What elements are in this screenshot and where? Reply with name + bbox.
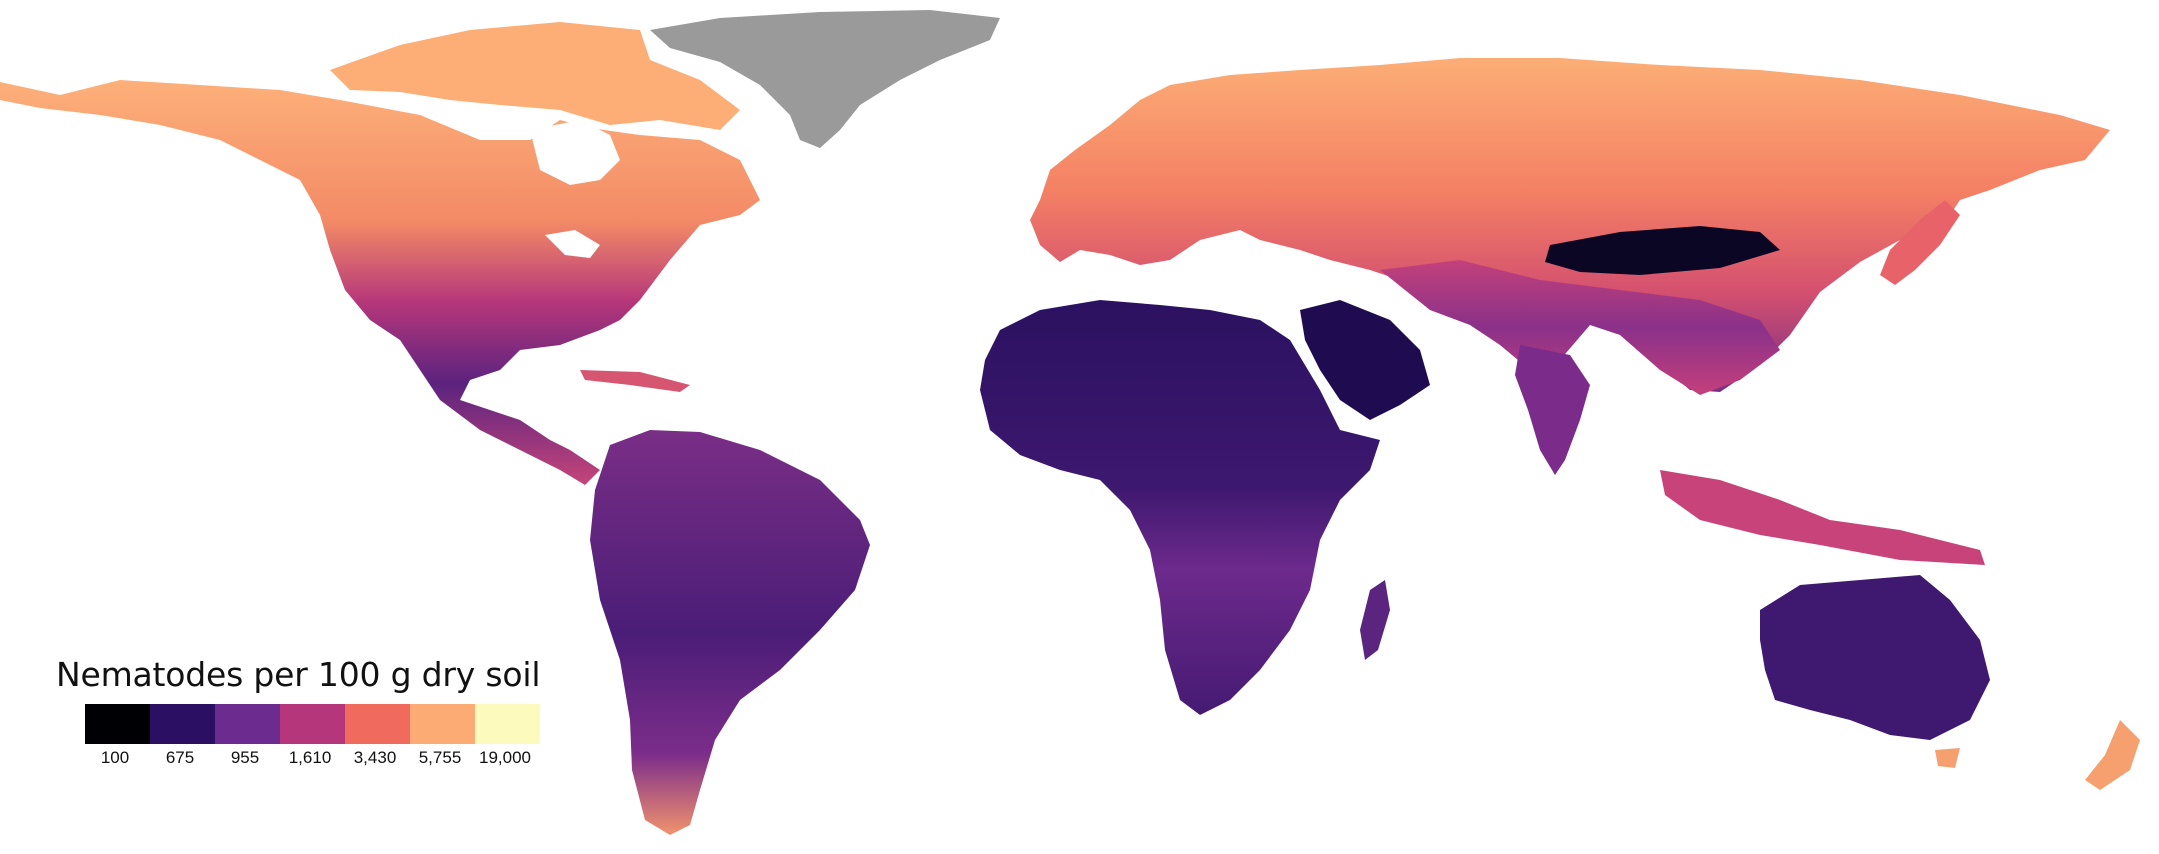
japan — [1880, 200, 1960, 285]
north-america — [0, 80, 760, 485]
legend-swatch — [85, 704, 150, 744]
central-asia-desert — [1545, 226, 1780, 275]
tasmania — [1935, 748, 1960, 768]
great-lakes — [545, 230, 600, 258]
legend-swatch — [280, 704, 345, 744]
arctic-islands — [330, 22, 740, 130]
legend-tick-label: 3,430 — [353, 748, 397, 767]
legend-tick-label: 5,755 — [418, 748, 462, 767]
legend-title: Nematodes per 100 g dry soil — [56, 655, 541, 694]
legend-swatch — [150, 704, 215, 744]
legend-tick-label: 19,000 — [479, 748, 531, 767]
legend: Nematodes per 100 g dry soil 100 675 955… — [55, 655, 575, 776]
southeast-asia-islands — [1660, 470, 1985, 565]
legend-tick-label: 100 — [100, 748, 130, 767]
hudson-bay — [530, 120, 620, 185]
india — [1515, 345, 1590, 475]
south-asia — [1380, 260, 1780, 395]
legend-swatch — [475, 704, 540, 744]
legend-tick-label: 1,610 — [288, 748, 332, 767]
legend-tick-label: 955 — [230, 748, 260, 767]
arabian-peninsula — [1300, 300, 1430, 420]
legend-tick-labels: 100 675 955 1,610 3,430 5,755 19,000 — [85, 748, 575, 776]
legend-swatch — [215, 704, 280, 744]
eurasia — [1030, 58, 2110, 392]
greenland — [650, 10, 1000, 148]
australia — [1760, 575, 1990, 740]
legend-swatch — [345, 704, 410, 744]
madagascar — [1360, 580, 1390, 660]
legend-tick-label: 675 — [165, 748, 195, 767]
caribbean-islands — [580, 370, 690, 392]
africa — [980, 300, 1380, 715]
legend-swatch — [410, 704, 475, 744]
new-zealand — [2085, 720, 2140, 790]
legend-color-scale — [85, 704, 575, 744]
south-america — [590, 430, 870, 835]
